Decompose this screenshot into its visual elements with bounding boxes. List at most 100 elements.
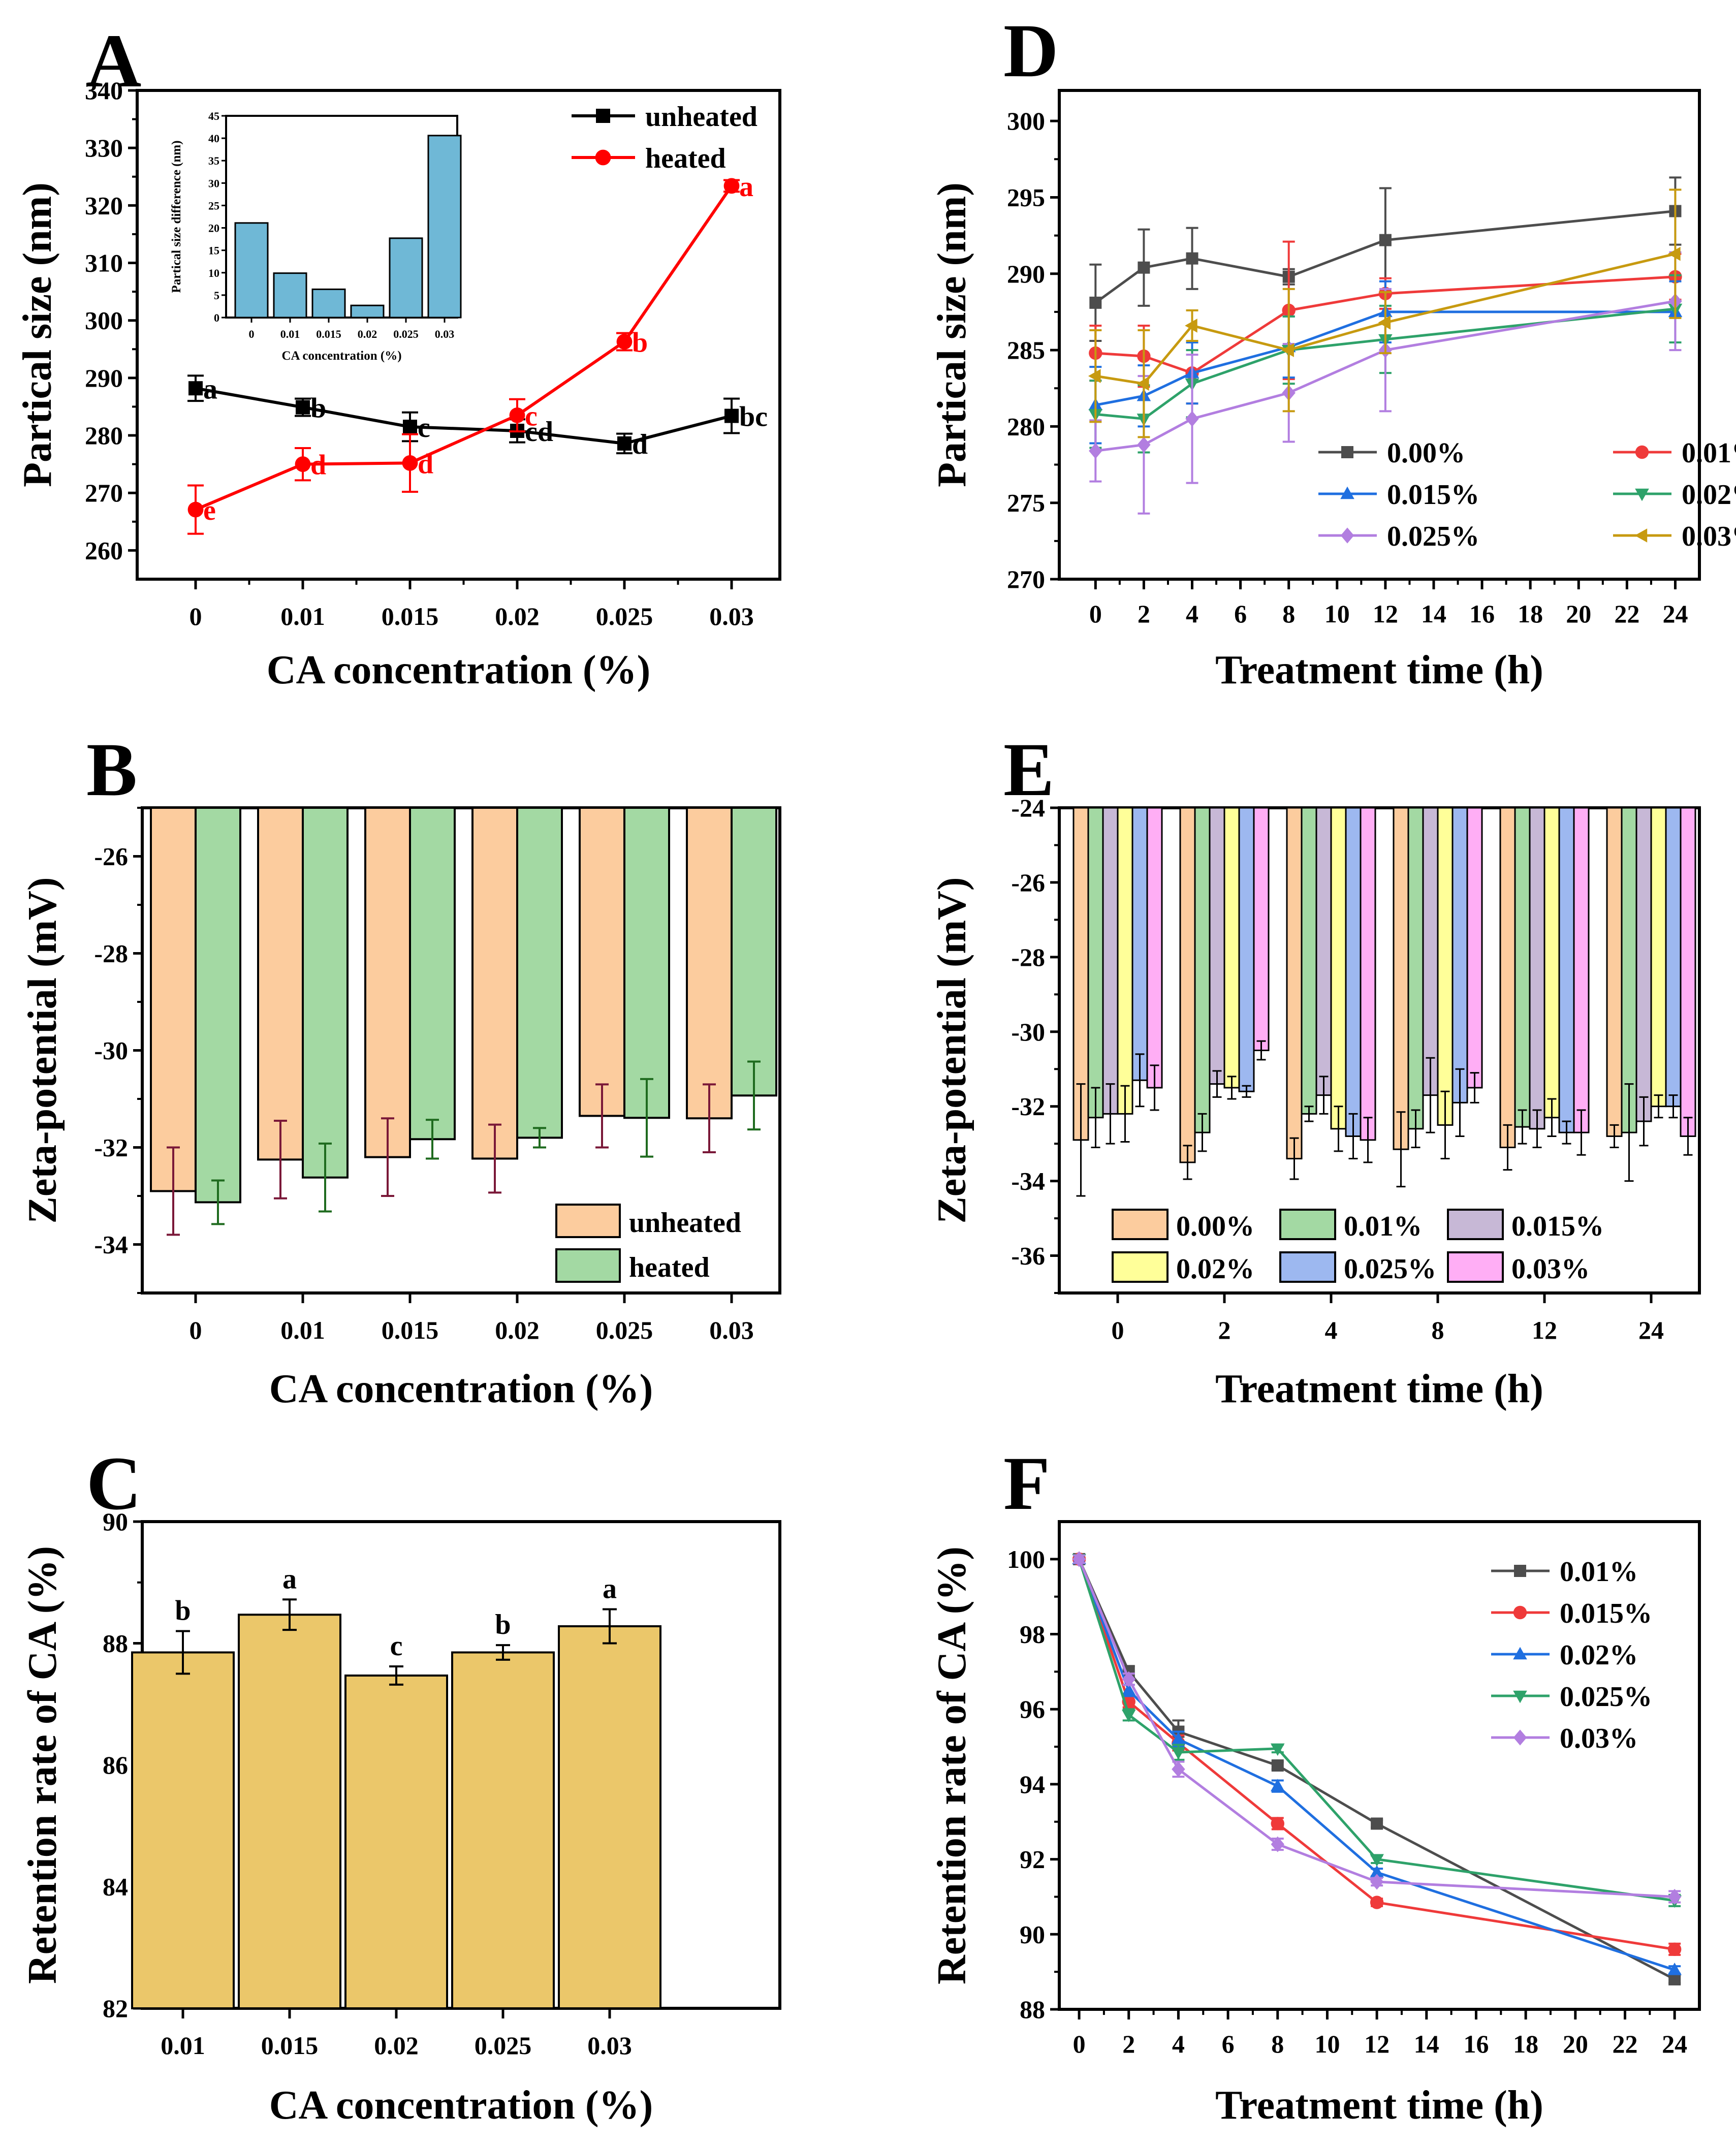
f-xtick-label-5: 10 (1314, 2030, 1340, 2058)
panel-label-a: A (86, 19, 141, 103)
f-series-1-point-3 (1271, 1817, 1284, 1831)
f-series-2-point-2 (1171, 1731, 1186, 1745)
e-bar-3-2 (1330, 807, 1347, 1130)
c-bar-2 (344, 1674, 448, 2009)
f-series-4-point-2 (1172, 1761, 1185, 1777)
d-ytick-label-1: 275 (1007, 489, 1045, 517)
a-xtick-label-0: 0 (190, 602, 202, 630)
a-series-1-sig-label-3: c (525, 400, 538, 432)
e-bar-0-5 (1606, 807, 1623, 1137)
a-series-1-sig-label-2: d (418, 448, 433, 480)
a-ytick-label-8: 340 (85, 76, 123, 105)
f-xtick-label-12: 24 (1662, 2030, 1687, 2058)
e-legend-swatch-5 (1447, 1251, 1504, 1283)
a-series-1-sig-label-5: a (739, 171, 753, 203)
d-legend-marker-4 (1340, 527, 1354, 544)
e-xtick-label-0: 0 (1112, 1316, 1124, 1344)
b-xtick-label-5: 0.03 (709, 1316, 754, 1344)
d-xtick-label-9: 18 (1518, 599, 1543, 628)
inset-ytick-label-4: 20 (208, 222, 219, 235)
c-xaxis-title: CA concentration (%) (269, 2083, 653, 2128)
inset-ytick-label-7: 35 (208, 154, 219, 167)
a-legend-label-0: unheated (645, 101, 757, 133)
e-bar-3-1 (1223, 807, 1240, 1089)
inset-xtick-label-2: 0.015 (316, 328, 341, 340)
c-sig-label-3: b (495, 1609, 511, 1640)
a-series-0-point-5 (724, 408, 739, 423)
b-xtick-label-4: 0.025 (596, 1316, 653, 1344)
f-yaxis-title: Retention rate of CA (%) (930, 1547, 974, 1984)
a-legend-label-1: heated (645, 143, 726, 174)
a-series-1-sig-label-1: d (310, 450, 326, 481)
f-series-2-point-5 (1667, 1963, 1682, 1975)
d-ytick-label-2: 280 (1007, 412, 1045, 440)
e-xtick-label-4: 12 (1532, 1316, 1557, 1344)
inset-ytick-label-0: 0 (214, 311, 219, 324)
e-bar-1-0 (1087, 807, 1104, 1119)
d-ytick-label-3: 285 (1007, 336, 1045, 364)
e-ytick-label-3: -30 (1011, 1018, 1045, 1046)
e-legend-label-4: 0.025% (1344, 1253, 1436, 1285)
a-series-0-point-1 (296, 400, 310, 415)
f-series-0-point-5 (1668, 1973, 1681, 1985)
f-series-line-1 (1078, 1559, 1675, 1951)
f-series-4-point-3 (1271, 1836, 1284, 1852)
d-ytick-label-6: 300 (1007, 107, 1045, 135)
c-ytick-label-4: 90 (103, 1507, 128, 1536)
a-series-1-point-3 (509, 407, 525, 423)
e-bar-0-2 (1286, 807, 1303, 1160)
a-ytick-label-6: 320 (85, 191, 123, 219)
a-series-0-sig-label-0: a (203, 373, 217, 405)
f-series-1-point-4 (1370, 1896, 1384, 1909)
e-bar-2-2 (1315, 807, 1332, 1096)
e-legend-swatch-2 (1447, 1209, 1504, 1240)
d-series-line-4 (1095, 300, 1676, 452)
a-xtick-label-4: 0.025 (596, 602, 653, 630)
b-xtick-label-3: 0.02 (495, 1316, 540, 1344)
f-legend-marker-4 (1513, 1729, 1527, 1746)
e-bar-4-3 (1451, 807, 1468, 1103)
e-bar-3-4 (1543, 807, 1560, 1119)
e-xaxis-title: Treatment time (h) (1215, 1367, 1543, 1411)
f-series-3-point-4 (1370, 1854, 1384, 1867)
d-series-0-point-1 (1138, 261, 1150, 274)
f-series-line-4 (1078, 1558, 1675, 1898)
d-series-4-point-2 (1185, 411, 1199, 427)
c-xtick-label-1: 0.015 (261, 2031, 319, 2060)
c-bar-4 (558, 1625, 661, 2009)
c-xtick-label-2: 0.02 (374, 2031, 419, 2060)
d-ytick-label-0: 270 (1007, 565, 1045, 593)
a-series-0-sig-label-4: d (632, 429, 648, 460)
a-ytick-label-0: 260 (85, 536, 123, 564)
f-ytick-label-3: 94 (1020, 1770, 1045, 1798)
f-legend-label-4: 0.03% (1560, 1723, 1638, 1754)
e-yaxis-title: Zeta-potential (mV) (930, 877, 974, 1223)
a-series-0-sig-label-1: b (310, 393, 326, 424)
inset-xtick-label-3: 0.02 (358, 328, 377, 340)
b-bar-0-4 (579, 807, 625, 1117)
f-xtick-label-4: 8 (1271, 2030, 1284, 2058)
c-xtick-label-0: 0.01 (161, 2031, 205, 2060)
b-bar-0-0 (150, 807, 197, 1192)
e-bar-5-2 (1360, 807, 1376, 1141)
b-ytick-label-3: -28 (94, 939, 128, 968)
a-series-1-sig-label-4: b (632, 327, 648, 359)
d-series-line-0 (1094, 210, 1676, 304)
d-legend-label-2: 0.015% (1387, 479, 1479, 511)
e-xtick-label-5: 24 (1638, 1316, 1664, 1344)
b-legend-label-0: unheated (629, 1207, 741, 1239)
f-xtick-label-11: 22 (1612, 2030, 1637, 2058)
a-ytick-label-1: 270 (85, 479, 123, 507)
e-ytick-label-4: -28 (1011, 943, 1045, 971)
d-series-5-point-2 (1185, 319, 1197, 333)
d-ytick-label-4: 290 (1007, 260, 1045, 288)
e-xtick-label-1: 2 (1218, 1316, 1231, 1344)
e-bar-1-4 (1514, 807, 1531, 1128)
f-series-2-point-1 (1121, 1683, 1136, 1696)
inset-bar-3 (350, 304, 385, 319)
f-legend-label-3: 0.025% (1560, 1681, 1652, 1713)
e-ytick-label-2: -32 (1011, 1092, 1045, 1121)
e-bar-2-3 (1422, 807, 1439, 1096)
d-yaxis-title: Partical size (nm) (930, 182, 974, 487)
e-bar-1-2 (1301, 807, 1317, 1115)
